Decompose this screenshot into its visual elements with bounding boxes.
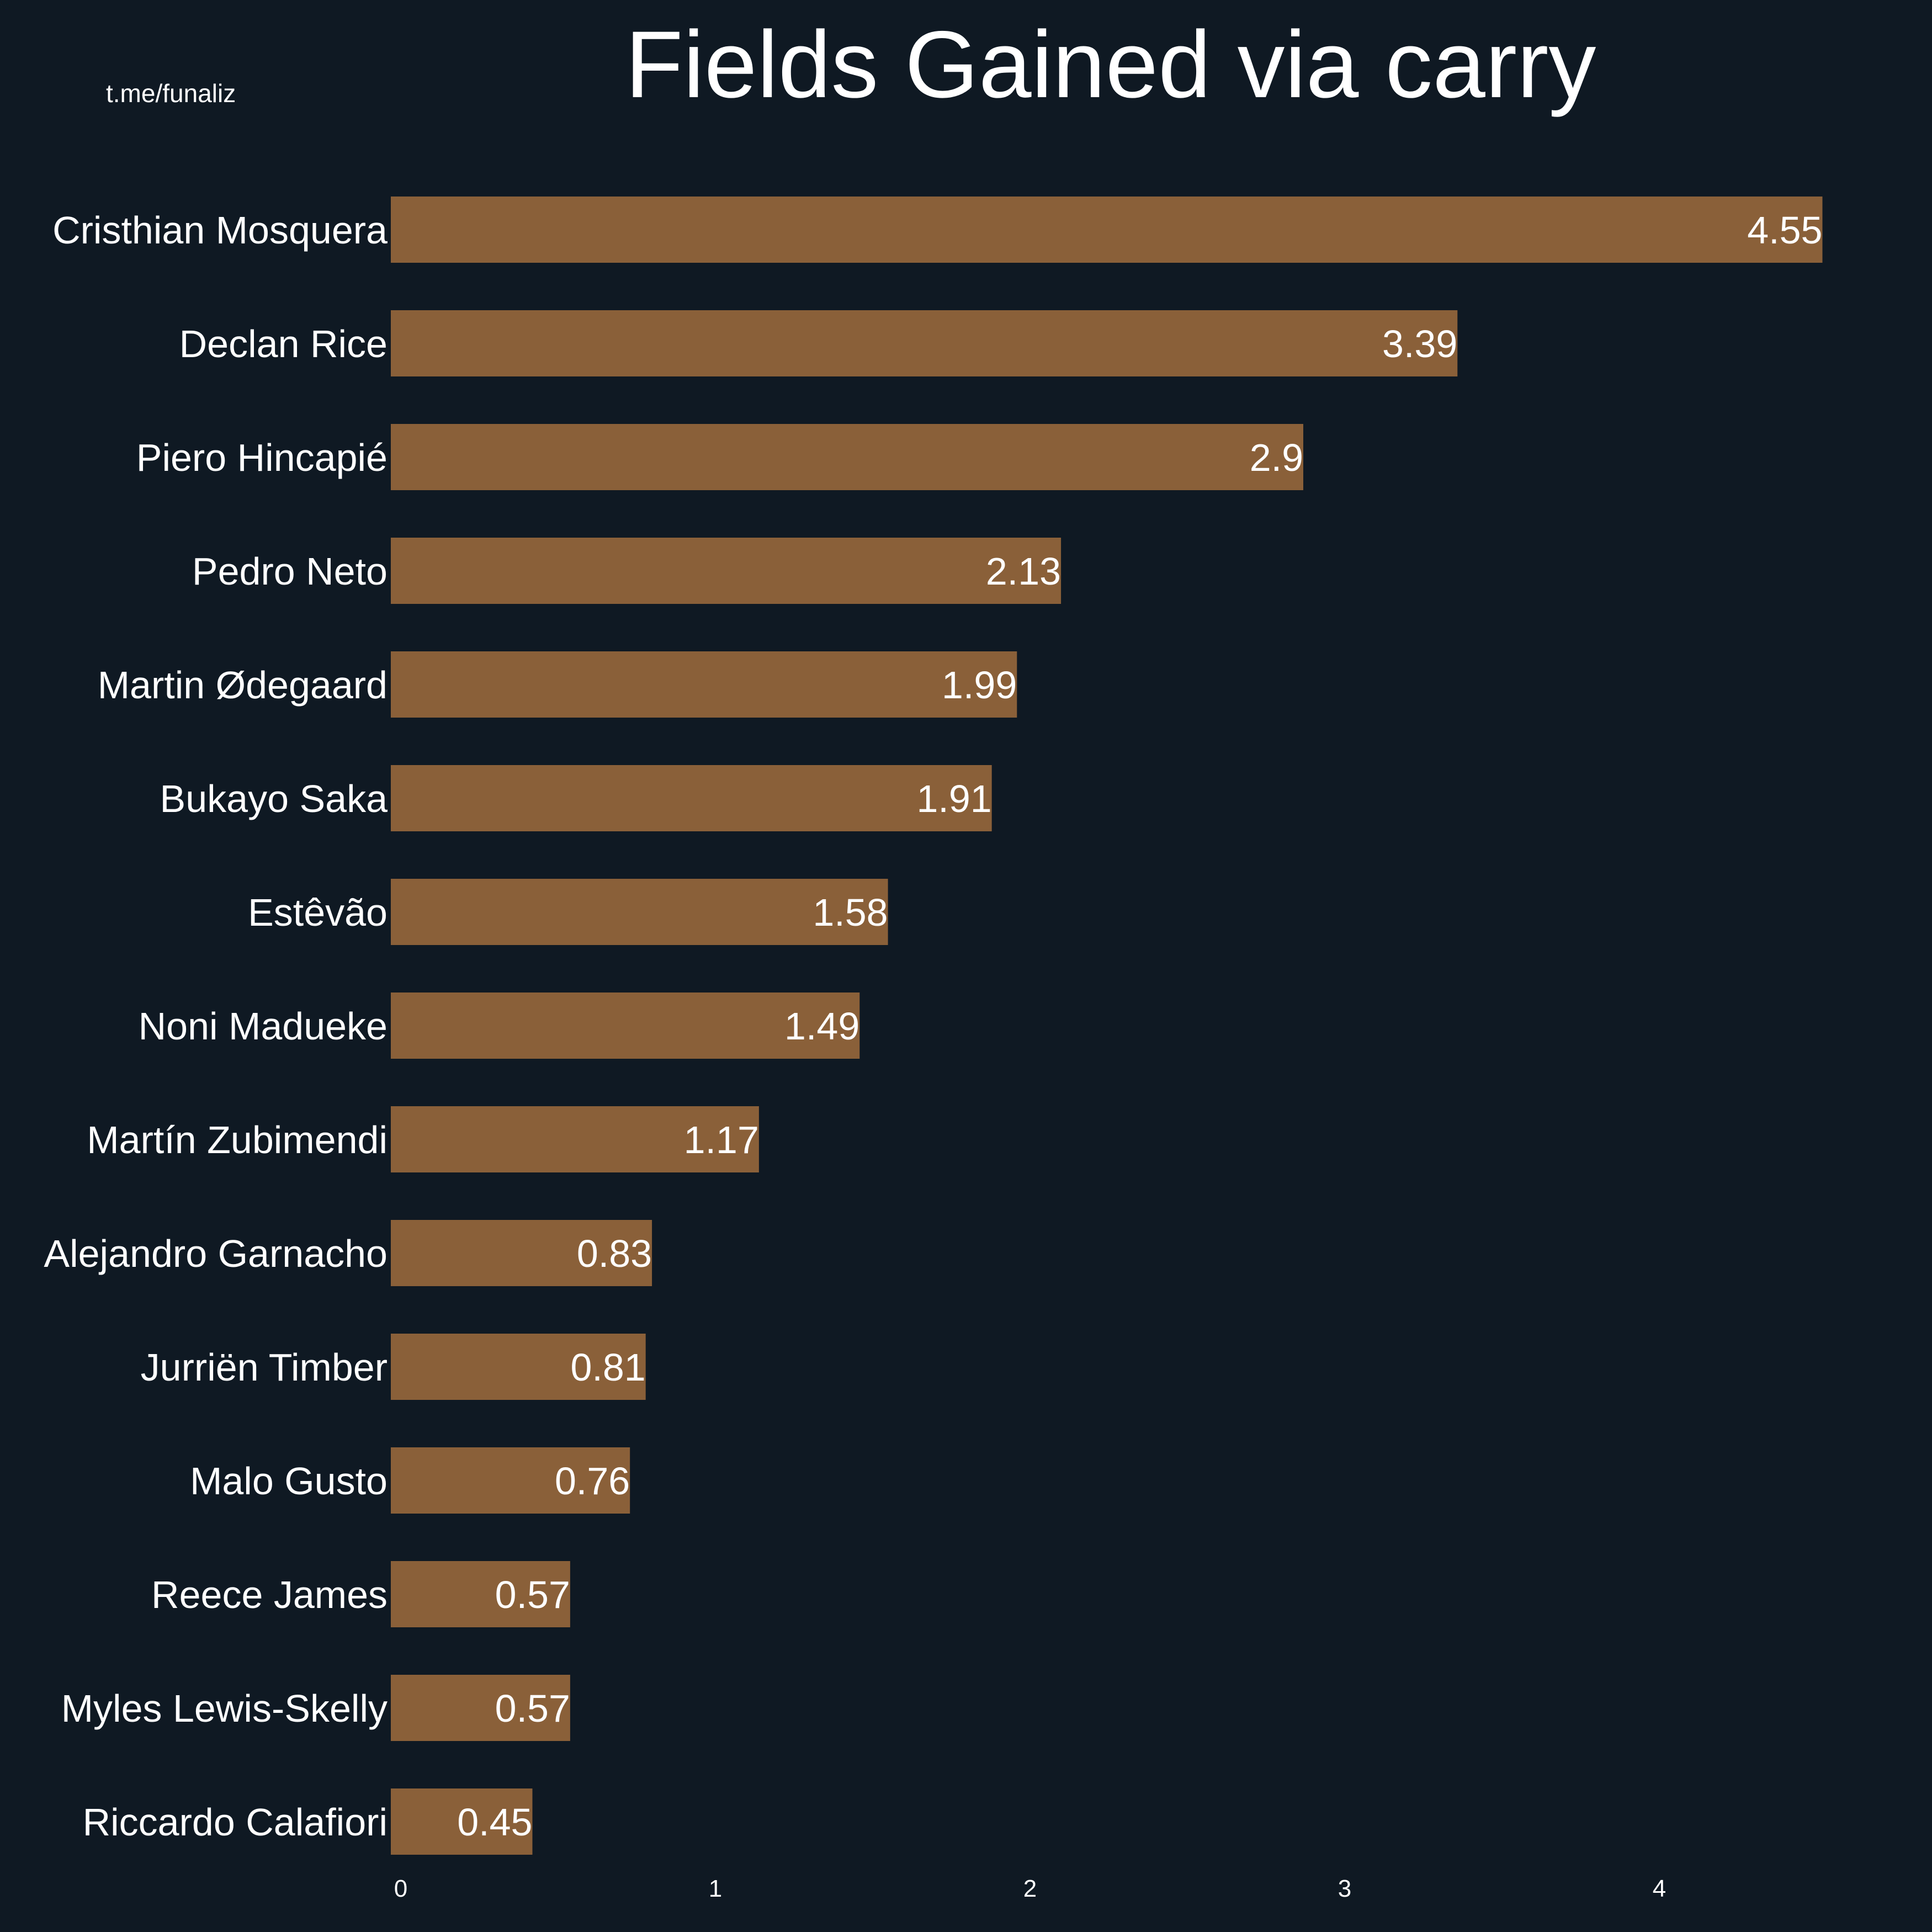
value-label: 0.81 (570, 1346, 645, 1389)
bar-row: Pedro Neto 2.13 (192, 538, 1061, 604)
bar-row: Malo Gusto 0.76 (190, 1447, 630, 1514)
x-tick-label: 0 (394, 1875, 407, 1902)
value-label: 0.57 (495, 1573, 570, 1616)
bar-row: Reece James 0.57 (151, 1561, 570, 1627)
bar-row: Bukayo Saka 1.91 (160, 765, 992, 831)
category-label: Bukayo Saka (160, 777, 388, 820)
value-label: 3.39 (1382, 322, 1457, 365)
chart-title: Fields Gained via carry (625, 12, 1596, 118)
bar (391, 424, 1303, 490)
bar-row: Declan Rice 3.39 (179, 310, 1458, 376)
bar (391, 1788, 533, 1855)
bar-row: Cristhian Mosquera 4.55 (52, 197, 1823, 263)
category-label: Cristhian Mosquera (52, 209, 388, 252)
category-label: Estêvão (248, 891, 388, 934)
value-label: 1.49 (784, 1005, 859, 1048)
category-label: Martín Zubimendi (87, 1118, 388, 1161)
bar (391, 310, 1458, 376)
value-label: 0.83 (577, 1232, 652, 1275)
bar (391, 1220, 652, 1286)
value-label: 0.45 (457, 1801, 532, 1844)
value-label: 1.17 (684, 1118, 759, 1161)
bar-row: Martín Zubimendi 1.17 (87, 1106, 759, 1172)
x-tick-label: 1 (709, 1875, 722, 1902)
category-label: Riccardo Calafiori (83, 1801, 388, 1844)
value-label: 1.99 (942, 664, 1017, 707)
bar-row: Estêvão 1.58 (248, 879, 888, 945)
category-label: Malo Gusto (190, 1459, 388, 1503)
bar (391, 879, 888, 945)
value-label: 0.76 (555, 1459, 630, 1503)
bar-row: Alejandro Garnacho 0.83 (44, 1220, 652, 1286)
category-label: Piero Hincapié (136, 436, 388, 479)
bars-group: Cristhian Mosquera 4.55 Declan Rice 3.39 Pie… (44, 197, 1823, 1855)
bar-row: Martin Ødegaard 1.99 (98, 651, 1017, 718)
value-label: 2.13 (986, 550, 1061, 593)
x-tick-label: 4 (1653, 1875, 1666, 1902)
category-label: Jurriën Timber (141, 1346, 388, 1389)
bar (391, 1561, 570, 1627)
value-label: 1.58 (813, 891, 888, 934)
category-label: Myles Lewis-Skelly (61, 1687, 388, 1730)
bar-row: Piero Hincapié 2.9 (136, 424, 1303, 490)
bar-row: Myles Lewis-Skelly 0.57 (61, 1675, 570, 1741)
bar (391, 1106, 759, 1172)
watermark-text: t.me/funaliz (106, 79, 236, 108)
bar (391, 992, 860, 1059)
bar-row: Riccardo Calafiori 0.45 (83, 1788, 533, 1855)
x-tick-label: 3 (1338, 1875, 1351, 1902)
value-label: 4.55 (1747, 209, 1822, 252)
value-label: 1.91 (916, 777, 991, 820)
bar-row: Noni Madueke 1.49 (139, 992, 860, 1059)
category-label: Reece James (151, 1573, 388, 1616)
bar (391, 197, 1823, 263)
category-label: Alejandro Garnacho (44, 1232, 388, 1275)
category-label: Martin Ødegaard (98, 664, 388, 707)
bar (391, 651, 1017, 718)
bar (391, 765, 992, 831)
bar (391, 1334, 646, 1400)
bar (391, 1447, 630, 1514)
category-label: Pedro Neto (192, 550, 388, 593)
bar (391, 1675, 570, 1741)
category-label: Noni Madueke (139, 1005, 388, 1048)
bar-row: Jurriën Timber 0.81 (141, 1334, 646, 1400)
bar (391, 538, 1061, 604)
value-label: 0.57 (495, 1687, 570, 1730)
x-axis-ticks: 0 1 2 3 4 (394, 1875, 1666, 1902)
value-label: 2.9 (1250, 436, 1303, 479)
x-tick-label: 2 (1023, 1875, 1037, 1902)
category-label: Declan Rice (179, 322, 388, 365)
